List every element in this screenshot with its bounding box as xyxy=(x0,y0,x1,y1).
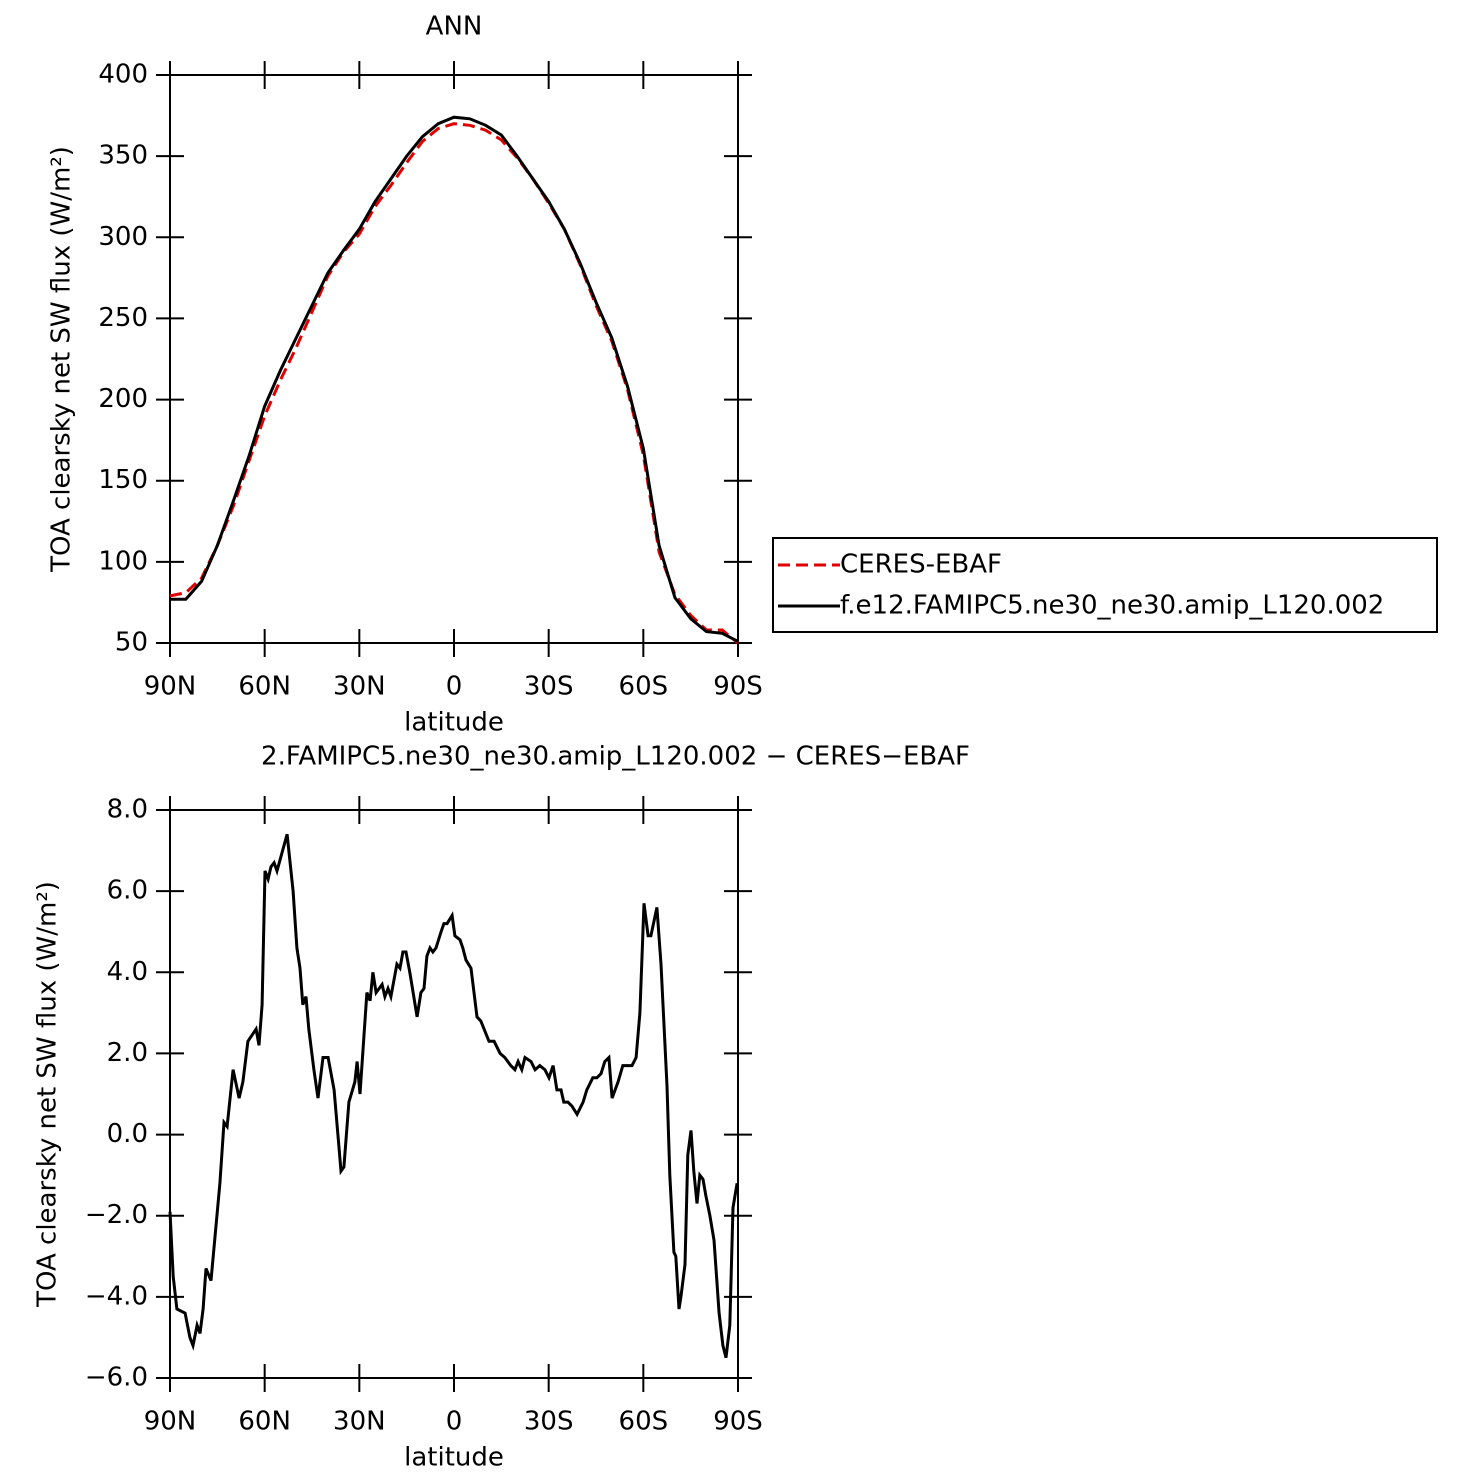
legend-label: CERES-EBAF xyxy=(840,550,1002,580)
y-tick-label: 250 xyxy=(98,303,148,333)
x-tick-label: 30S xyxy=(524,1407,574,1437)
x-axis-label: latitude xyxy=(404,708,504,738)
y-tick-label: 8.0 xyxy=(107,795,148,825)
x-tick-label: 0 xyxy=(446,672,463,702)
x-tick-label: 90N xyxy=(144,1407,197,1437)
y-tick-label: 0.0 xyxy=(107,1119,148,1149)
data-line xyxy=(169,122,739,645)
y-tick-label: 4.0 xyxy=(107,957,148,987)
x-axis-label: latitude xyxy=(404,1443,504,1473)
y-tick-label: −4.0 xyxy=(85,1281,148,1311)
chart-title: 2.FAMIPC5.ne30_ne30.amip_L120.002 − CERE… xyxy=(261,742,970,772)
x-tick-label: 30N xyxy=(333,672,386,702)
x-tick-label: 30S xyxy=(524,672,574,702)
y-tick-label: 150 xyxy=(98,465,148,495)
x-tick-label: 60S xyxy=(619,1407,669,1437)
plot-frame xyxy=(169,809,739,1379)
y-tick-label: −6.0 xyxy=(85,1363,148,1393)
y-tick-label: 50 xyxy=(115,628,148,658)
legend-label: f.e12.FAMIPC5.ne30_ne30.amip_L120.002 xyxy=(840,591,1384,621)
y-tick-label: 200 xyxy=(98,384,148,414)
x-tick-label: 90S xyxy=(713,1407,763,1437)
x-tick-label: 30N xyxy=(333,1407,386,1437)
y-tick-label: 300 xyxy=(98,222,148,252)
y-axis-label: TOA clearsky net SW flux (W/m²) xyxy=(47,146,77,573)
y-tick-label: −2.0 xyxy=(85,1200,148,1230)
data-line xyxy=(168,833,739,1359)
data-line xyxy=(170,115,739,643)
y-axis-label: TOA clearsky net SW flux (W/m²) xyxy=(33,881,63,1308)
x-tick-label: 60N xyxy=(238,1407,291,1437)
x-tick-label: 60S xyxy=(619,672,669,702)
chart-title: ANN xyxy=(426,12,483,42)
y-tick-label: 2.0 xyxy=(107,1038,148,1068)
y-tick-label: 100 xyxy=(98,546,148,576)
x-tick-label: 0 xyxy=(446,1407,463,1437)
y-tick-label: 6.0 xyxy=(107,876,148,906)
x-tick-label: 90N xyxy=(144,672,197,702)
x-tick-label: 60N xyxy=(238,672,291,702)
plot-frame xyxy=(169,74,739,644)
x-tick-label: 90S xyxy=(713,672,763,702)
legend-box xyxy=(772,537,1438,633)
y-tick-label: 350 xyxy=(98,141,148,171)
y-tick-label: 400 xyxy=(98,60,148,90)
